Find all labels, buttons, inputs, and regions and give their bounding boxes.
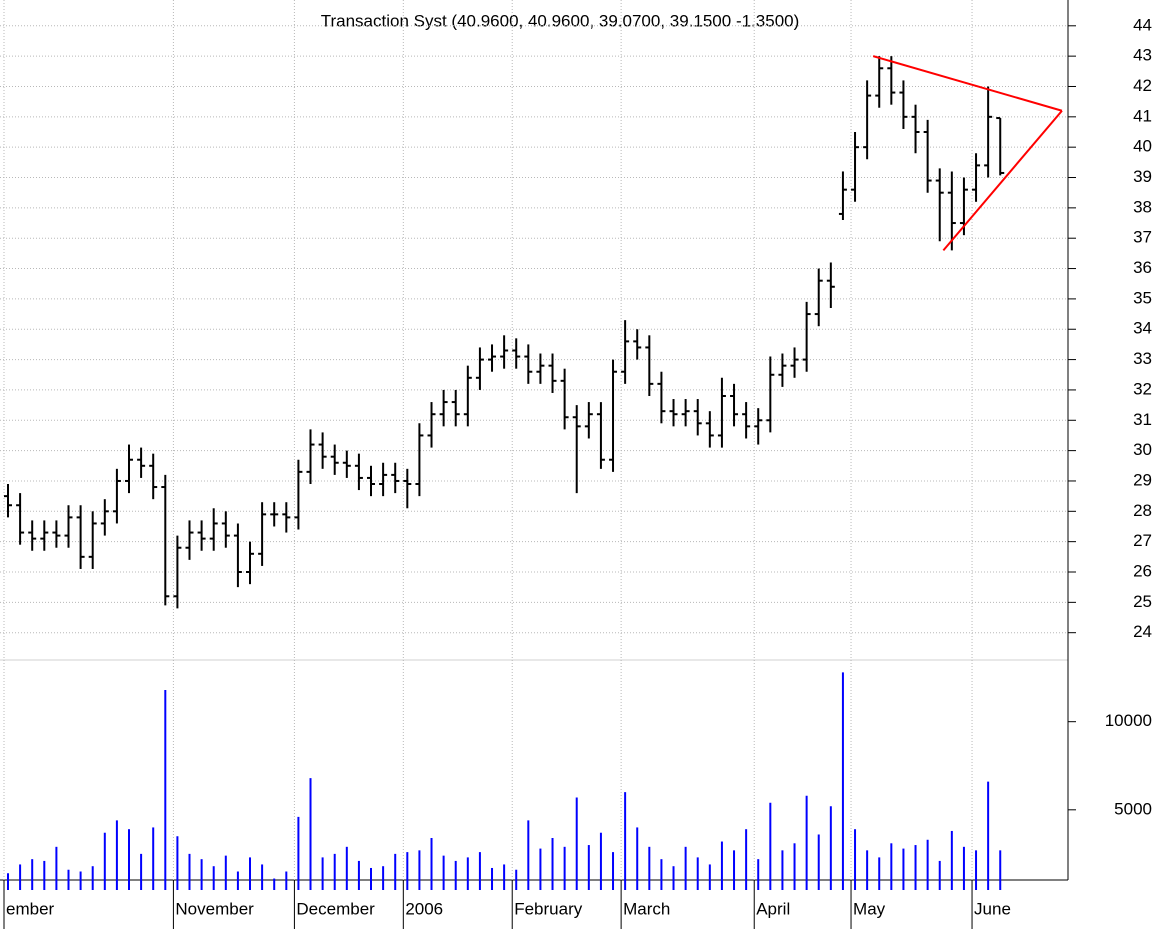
y-tick-label: 35 [1133, 288, 1152, 307]
trendline [942, 110, 1063, 251]
y-tick-label: 26 [1133, 561, 1152, 580]
trendline [872, 55, 1063, 112]
x-tick-label: June [974, 899, 1011, 918]
volume-tick-label: 5000 [1114, 799, 1152, 818]
y-tick-label: 33 [1133, 349, 1152, 368]
y-tick-label: 32 [1133, 379, 1152, 398]
x-tick-label: February [514, 899, 583, 918]
y-tick-label: 42 [1133, 76, 1152, 95]
x-tick-label: May [853, 899, 886, 918]
y-tick-label: 31 [1133, 410, 1152, 429]
y-tick-label: 28 [1133, 501, 1152, 520]
x-tick-label: March [623, 899, 670, 918]
x-tick-label: 2006 [405, 899, 443, 918]
y-tick-label: 36 [1133, 258, 1152, 277]
y-tick-label: 41 [1133, 106, 1152, 125]
y-tick-label: 30 [1133, 440, 1152, 459]
y-tick-label: 25 [1133, 592, 1152, 611]
x-tick-label: April [756, 899, 790, 918]
y-tick-label: 38 [1133, 197, 1152, 216]
y-tick-label: 29 [1133, 470, 1152, 489]
y-tick-label: 43 [1133, 46, 1152, 65]
chart-subtitle: Transaction Syst (40.9600, 40.9600, 39.0… [321, 11, 800, 30]
y-tick-label: 39 [1133, 167, 1152, 186]
y-tick-label: 40 [1133, 137, 1152, 156]
volume-tick-label: 10000 [1105, 711, 1152, 730]
y-tick-label: 44 [1133, 15, 1152, 34]
x-tick-label: ember [6, 899, 55, 918]
y-tick-label: 24 [1133, 622, 1152, 641]
y-tick-label: 37 [1133, 228, 1152, 247]
y-tick-label: 34 [1133, 319, 1152, 338]
y-tick-label: 27 [1133, 531, 1152, 550]
x-tick-label: November [175, 899, 254, 918]
x-tick-label: December [296, 899, 375, 918]
